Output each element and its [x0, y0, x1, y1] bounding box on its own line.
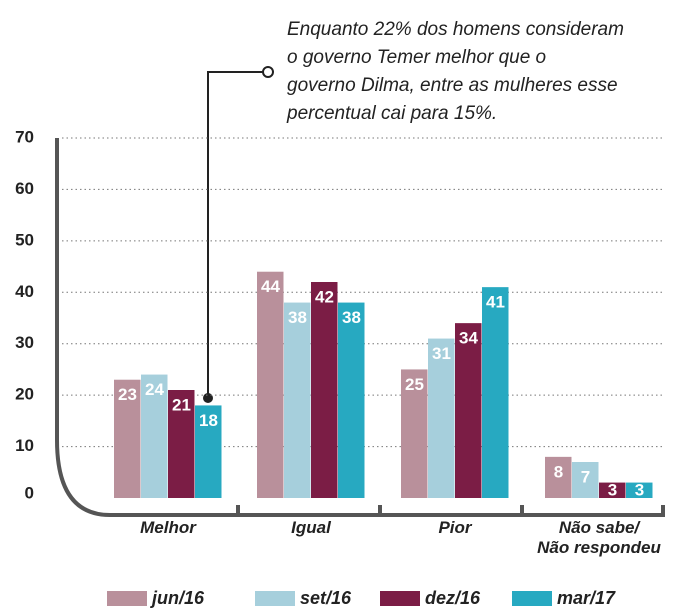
- x-tick-label: Igual: [291, 518, 331, 537]
- bar: [626, 482, 653, 498]
- bar: [482, 287, 509, 498]
- y-tick-label: 50: [15, 230, 34, 249]
- value-label: 8: [554, 462, 563, 481]
- value-label: 38: [342, 308, 361, 327]
- x-tick-label: Não sabe/ Não respondeu: [537, 518, 661, 557]
- annotation: Enquanto 22% dos homens consideram: [287, 19, 624, 40]
- bar: [338, 302, 365, 498]
- annotation: governo Dilma, entre as mulheres esse: [287, 75, 618, 96]
- bar: [599, 482, 626, 498]
- leader-start: [262, 66, 274, 78]
- value-label: 18: [199, 411, 218, 430]
- x-tick-label: Melhor: [140, 518, 196, 537]
- value-label: 34: [459, 329, 478, 348]
- y-tick-label: 60: [15, 179, 34, 198]
- leader-end: [203, 393, 213, 403]
- legend-swatch: [512, 591, 552, 606]
- value-label: 42: [315, 287, 334, 306]
- value-label: 3: [635, 480, 644, 499]
- value-label: 25: [405, 375, 424, 394]
- y-tick-label: 20: [15, 385, 34, 404]
- bar: [428, 338, 455, 498]
- value-label: 38: [288, 308, 307, 327]
- bar: [168, 390, 195, 498]
- legend-label: dez/16: [425, 588, 481, 608]
- legend-swatch: [107, 591, 147, 606]
- value-label: 41: [486, 293, 505, 312]
- leader-line: [207, 71, 264, 398]
- value-label: 21: [172, 395, 191, 414]
- bar: [545, 456, 572, 498]
- annotation: o governo Temer melhor que o: [287, 47, 546, 68]
- x-tick-label: Pior: [438, 518, 472, 537]
- legend-label: jun/16: [150, 588, 205, 608]
- bar: [572, 462, 599, 498]
- axis-ticks: [236, 505, 665, 515]
- bar: [401, 369, 428, 498]
- value-label: 44: [261, 277, 280, 296]
- legend-label: set/16: [300, 588, 352, 608]
- value-label: 7: [581, 467, 590, 486]
- y-tick-label: 40: [15, 282, 34, 301]
- annotation: percentual cai para 15%.: [286, 103, 497, 124]
- y-tick-label: 0: [25, 483, 34, 502]
- bar: [141, 374, 168, 498]
- value-label: 23: [118, 385, 137, 404]
- bar: [114, 379, 141, 498]
- axis: [55, 138, 665, 517]
- y-tick-label: 70: [15, 127, 34, 146]
- bar: [195, 405, 222, 498]
- value-label: 24: [145, 380, 164, 399]
- value-label: 31: [432, 344, 451, 363]
- bar: [455, 323, 482, 498]
- legend-label: mar/17: [557, 588, 616, 608]
- y-tick-label: 30: [15, 333, 34, 352]
- bar: [284, 302, 311, 498]
- legend-swatch: [380, 591, 420, 606]
- bar: [257, 271, 284, 498]
- y-tick-label: 10: [15, 436, 34, 455]
- value-label: 3: [608, 480, 617, 499]
- bar: [311, 282, 338, 498]
- legend-swatch: [255, 591, 295, 606]
